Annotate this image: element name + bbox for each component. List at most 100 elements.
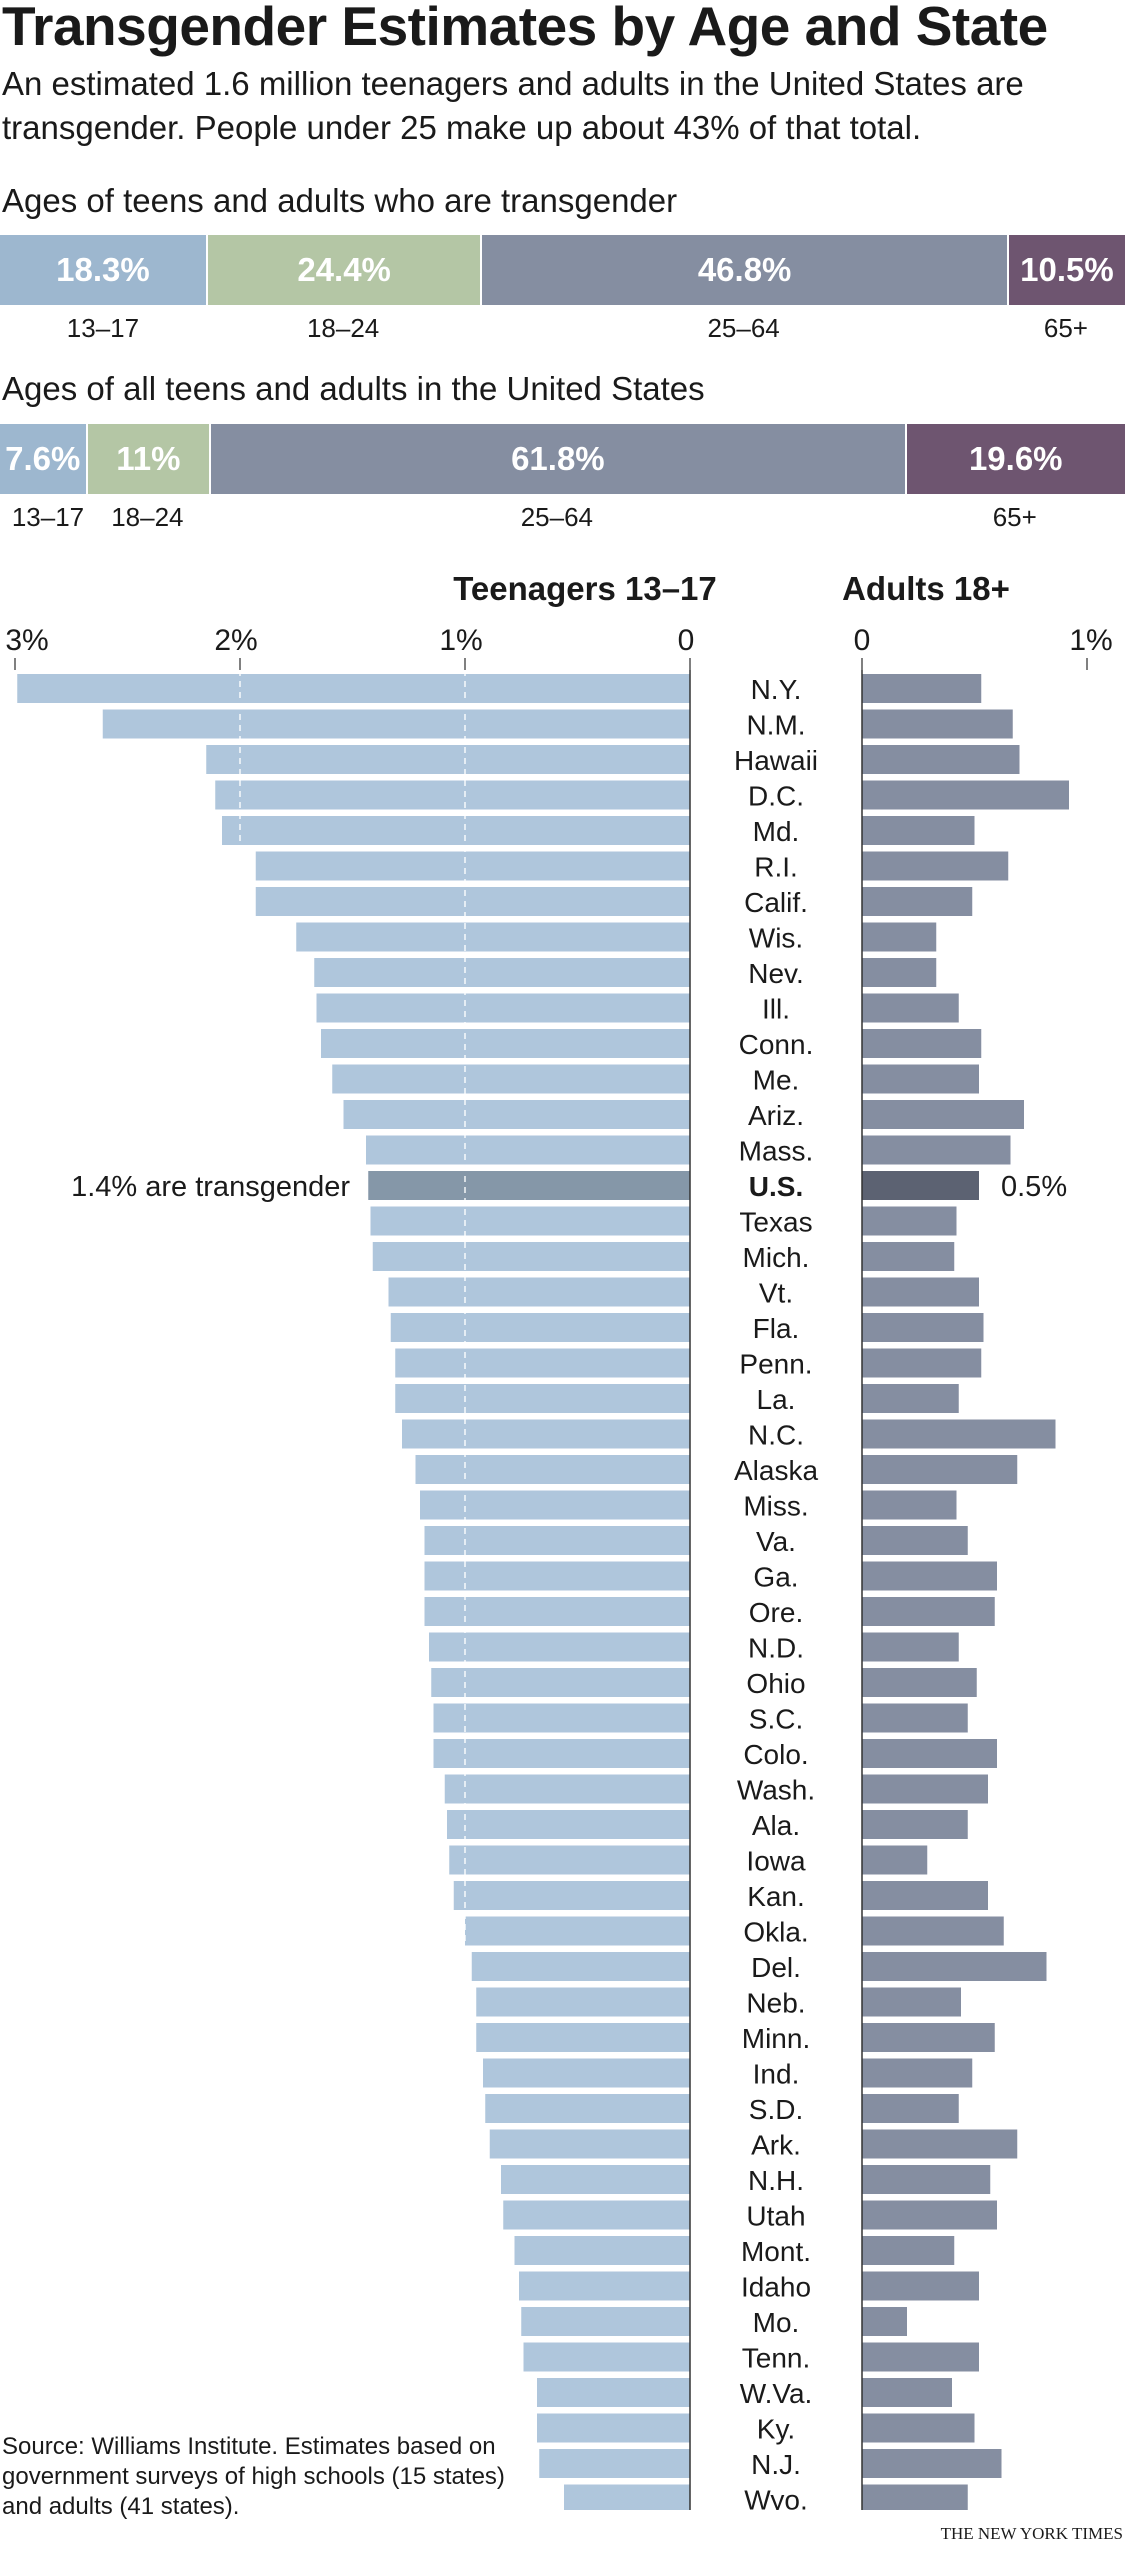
adult-bar [862,993,959,1023]
teen-bar [420,1490,690,1520]
stack-segment: 46.8% [480,235,1007,305]
adult-bar [862,1384,959,1413]
teen-bar [433,1739,690,1768]
teen-bar [332,1064,690,1094]
adult-bar [862,1135,1011,1165]
adult-bar [862,2342,979,2372]
adult-bar [862,1277,979,1307]
adult-bar [862,958,937,987]
adult-bar [862,1313,984,1342]
teen-bar [424,1561,690,1591]
age-group-label: 25–64 [520,502,594,532]
adult-bar [862,780,1069,810]
state-label: Neb. [746,1988,805,2019]
adult-bar [862,1206,957,1236]
teen-bar [537,2413,690,2443]
teen-bar [255,887,690,916]
adult-bar [862,1952,1047,1981]
state-label: Ala. [752,1810,800,1841]
adult-bar [862,922,937,952]
state-label: Minn. [742,2023,810,2054]
adult-bar [862,2378,952,2407]
state-label: Iowa [746,1846,806,1877]
adult-bar [862,2129,1018,2159]
adult-bar [862,1632,959,1662]
state-label: Vt. [759,1278,793,1309]
state-label: Penn. [739,1349,812,1380]
teen-bar [17,674,690,703]
state-label: Mich. [743,1242,810,1273]
adult-bar [862,1490,957,1520]
teen-bar [415,1455,690,1484]
teen-bar [564,2484,690,2510]
age-group-label: 25–64 [707,313,780,343]
state-label: La. [757,1384,796,1415]
state-label: Conn. [739,1029,814,1060]
teen-bar [521,2307,690,2336]
teen-bar [465,1916,690,1946]
teen-bar [343,1100,690,1129]
teen-bar [368,1171,690,1200]
adult-bar [862,745,1020,774]
age-group-label: 65+ [1043,313,1088,343]
age-group-label: 18–24 [111,502,184,532]
state-label: N.J. [751,2449,801,2480]
age-group-label: 13–17 [11,502,85,532]
source-note: Source: Williams Institute. Estimates ba… [2,2433,505,2520]
state-label: Ore. [749,1597,803,1628]
teen-bar [447,1810,690,1839]
teen-bar [222,816,690,845]
state-label: Wyo. [744,2485,808,2511]
adult-bar [862,2165,991,2194]
adult-bar [862,1029,982,1058]
state-label: Fla. [753,1313,800,1344]
chart-title: Transgender Estimates by Age and State [2,0,1048,57]
teen-bar [433,1703,690,1733]
state-label: Texas [739,1207,812,1238]
teen-bar [485,2094,690,2123]
state-label: Colo. [743,1739,808,1770]
state-label: Ill. [762,994,790,1025]
teen-bar [206,745,690,774]
teen-bar [316,993,690,1023]
state-label: Miss. [743,1491,808,1522]
state-label: N.Y. [751,674,802,705]
adult-bar [862,2023,995,2052]
teen-bar [390,1313,690,1342]
transgender-ages-stacked-bar: 18.3% 24.4% 46.8% 10.5% [0,235,1125,305]
stack-segment: 61.8% [209,424,905,494]
state-label: N.H. [748,2165,804,2196]
age-group-label: 13–17 [66,313,140,343]
teen-series-title: Teenagers 13–17 [453,570,717,607]
adult-bar [862,1916,1004,1946]
state-label: R.I. [754,852,798,883]
state-label: Me. [753,1065,800,1096]
teen-bar [519,2271,690,2301]
adult-bar [862,1703,968,1733]
state-label: Alaska [734,1455,818,1486]
adult-tick-label: 1% [1069,624,1112,657]
publisher-credit: THE NEW YORK TIMES [940,2524,1123,2543]
adult-bar [862,1561,997,1591]
teen-bar [366,1135,690,1165]
us-teen-annotation: 1.4% are transgender [71,1171,350,1203]
teen-bar [471,1952,690,1981]
stack-segment: 7.6% [0,424,86,494]
age-group-label: 65+ [992,502,1037,532]
stack-segment: 10.5% [1006,235,1125,305]
stack-segment: 24.4% [205,235,481,305]
state-label: W.Va. [740,2378,813,2409]
adult-bar [862,2058,973,2088]
adult-tick-label: 0 [854,624,871,657]
adult-bar [862,1774,988,1804]
state-label: Wash. [737,1775,815,1806]
teen-bar [424,1526,690,1555]
teen-bar [453,1881,690,1910]
teen-bar [429,1632,690,1662]
adult-bar [862,1881,988,1910]
state-label: Mont. [741,2236,811,2267]
teen-bar [514,2236,690,2265]
adult-bar [862,1597,995,1626]
state-label: U.S. [749,1171,803,1202]
adult-bar [862,1348,982,1378]
